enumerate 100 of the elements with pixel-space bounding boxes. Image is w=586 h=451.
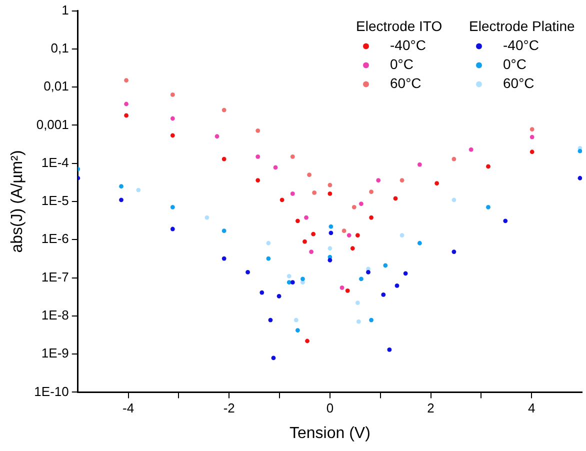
point (280, 198, 284, 202)
legend-label: 60°C (390, 75, 422, 92)
y-tick-label: 0,01 (44, 78, 69, 94)
point (403, 271, 408, 276)
point (136, 188, 141, 192)
point (290, 154, 295, 159)
legend-label: 60°C (503, 75, 534, 92)
point (295, 328, 300, 332)
point (312, 190, 317, 195)
point (268, 318, 273, 322)
point (530, 134, 534, 140)
x-tick-label: 0 (326, 400, 334, 416)
point (486, 204, 490, 210)
point (222, 156, 226, 162)
legend-label: -40°C (390, 37, 426, 54)
point (170, 204, 175, 210)
point (204, 215, 210, 220)
point (311, 232, 316, 236)
point (300, 276, 305, 282)
point (124, 78, 128, 83)
point (119, 184, 124, 189)
point (286, 274, 292, 278)
y-tick-label: 0,1 (50, 40, 69, 56)
y-tick-label: 1E-7 (41, 269, 69, 284)
annotation: Electrode Platine (469, 18, 576, 34)
x-tick-label: -4 (122, 400, 134, 416)
point (578, 176, 582, 180)
y-tick-label: 1E-4 (41, 154, 69, 170)
point (369, 215, 374, 220)
point (340, 285, 344, 290)
point (359, 202, 364, 206)
y-tick-label: 1E-10 (34, 384, 69, 399)
y-tick-label: 1E-5 (41, 193, 69, 208)
x-axis-title: Tension (V) (289, 424, 370, 442)
point (170, 92, 175, 97)
point (246, 270, 250, 274)
point (366, 270, 370, 274)
point (393, 196, 398, 201)
annotation: Electrode ITO (356, 18, 442, 34)
point (387, 348, 392, 352)
point (345, 288, 350, 293)
point (328, 224, 334, 229)
point (290, 192, 295, 196)
point (214, 134, 220, 139)
point (356, 319, 361, 324)
x-tick-label: 4 (528, 400, 536, 416)
point (305, 338, 310, 344)
point (503, 218, 508, 224)
legend-label: -40°C (503, 37, 539, 54)
point (355, 300, 360, 306)
y-tick-label: 1E-9 (41, 346, 69, 361)
point (346, 233, 352, 238)
point (452, 156, 456, 162)
point (260, 290, 264, 295)
point (530, 150, 534, 154)
legend-label: 0°C (390, 56, 414, 72)
point (434, 181, 440, 186)
point (256, 128, 260, 133)
point (256, 154, 260, 159)
point (276, 294, 282, 298)
point (376, 178, 381, 182)
point (350, 246, 355, 251)
point (383, 263, 388, 268)
point (124, 113, 128, 118)
x-tick-label: -2 (223, 400, 235, 416)
point (530, 127, 534, 132)
point (170, 133, 175, 138)
point (266, 240, 271, 246)
point (309, 250, 314, 254)
x-tick-label: 2 (427, 400, 434, 416)
legend-label: 0°C (503, 56, 526, 72)
point (271, 356, 276, 360)
point (486, 164, 490, 169)
point (369, 318, 374, 322)
point (400, 233, 404, 238)
point (328, 230, 334, 236)
point (119, 198, 124, 202)
point (417, 162, 422, 167)
point (304, 215, 308, 220)
point (170, 116, 175, 121)
point (381, 292, 386, 297)
point (124, 102, 128, 106)
point (295, 218, 300, 224)
point (256, 178, 260, 182)
point (452, 250, 456, 254)
point (359, 276, 364, 282)
point (273, 165, 278, 170)
point (170, 226, 175, 232)
point (222, 108, 226, 112)
point (328, 246, 332, 251)
point (400, 178, 404, 182)
point (468, 147, 474, 152)
point (342, 228, 346, 234)
point (302, 239, 307, 244)
y-axis-title: abs(J) (A/µm²) (9, 150, 26, 253)
point (578, 148, 582, 154)
point (355, 233, 360, 238)
y-tick-label: 1E-6 (41, 231, 69, 246)
point (294, 318, 298, 322)
point (328, 182, 332, 188)
